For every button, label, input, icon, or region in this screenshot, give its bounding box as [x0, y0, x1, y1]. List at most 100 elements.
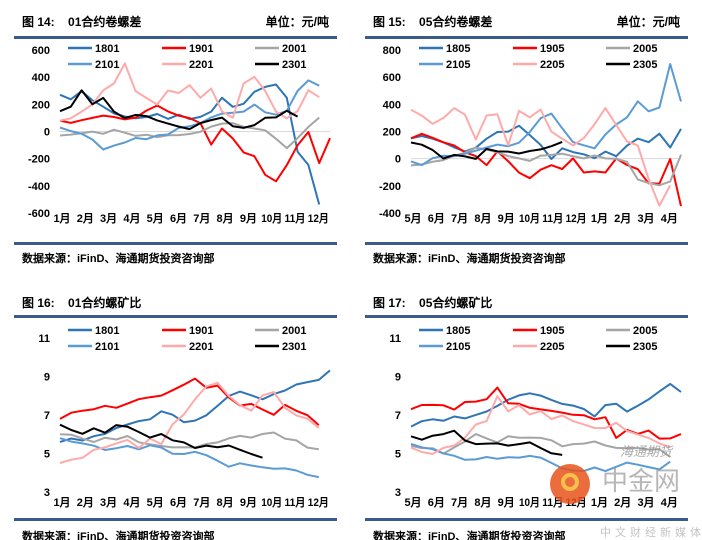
legend-label: 2201 [189, 59, 213, 71]
chart-panel-15: 图 15: 05合约卷螺差 单位：元/吨 数据来源：iFinD、海通期货投资咨询部 8… [351, 0, 702, 270]
series-line-2101 [59, 437, 319, 479]
source-note: 数据来源：iFinD、海通期货投资咨询部 [373, 531, 566, 540]
y-tick-label: 3 [44, 487, 50, 499]
x-tick-label: 9月 [498, 496, 515, 509]
x-tick-label: 7月 [193, 496, 210, 509]
series-line-1805 [410, 124, 682, 160]
x-tick-label: 1月 [53, 212, 70, 225]
y-tick-label: 0 [44, 127, 50, 139]
x-tick-label: 9月 [240, 496, 257, 509]
x-tick-label: 5月 [147, 496, 164, 509]
y-tick-label: 400 [383, 99, 401, 111]
legend-label: 2305 [633, 59, 657, 71]
legend-label: 1905 [540, 325, 564, 337]
x-tick-label: 1月 [591, 496, 608, 509]
y-tick-label: 600 [383, 72, 401, 84]
source-note: 数据来源：iFinD、海通期货投资咨询部 [22, 531, 215, 540]
x-tick-label: 10月 [519, 496, 540, 509]
legend-label: 2205 [540, 341, 564, 353]
series-line-1805 [410, 382, 682, 428]
x-tick-label: 11月 [285, 496, 306, 509]
x-tick-label: 12月 [566, 212, 587, 225]
legend-label: 2201 [189, 341, 213, 353]
x-tick-label: 3月 [100, 496, 117, 509]
legend-label: 2101 [95, 59, 119, 71]
chart-svg: 11 9 7 5 35月 6月 7月 8月 9月 10月 11月 12月 1月 2月 3月 4月 1805 190… [389, 325, 682, 509]
unit-label: 单位：元/吨 [265, 15, 329, 29]
x-tick-label: 7月 [451, 496, 468, 509]
series-line-1901 [59, 104, 331, 183]
x-tick-label: 3月 [637, 212, 654, 225]
x-tick-label: 12月 [566, 496, 587, 509]
legend-label: 2205 [540, 59, 564, 71]
y-tick-label: 800 [383, 45, 401, 57]
y-tick-label: 5 [44, 449, 50, 461]
y-tick-label: 11 [38, 333, 50, 345]
x-tick-label: 4月 [661, 496, 678, 509]
y-tick-label: 3 [395, 487, 401, 499]
x-tick-label: 7月 [193, 212, 210, 225]
x-tick-label: 9月 [498, 212, 515, 225]
x-tick-label: 4月 [123, 212, 140, 225]
y-tick-label: -200 [379, 181, 401, 193]
chart-title: 图 14: 01合约卷螺差 [22, 15, 142, 29]
legend-label: 1801 [95, 43, 119, 55]
x-tick-label: 11月 [285, 212, 306, 225]
series-line-2005 [410, 433, 671, 458]
x-tick-label: 2月 [77, 496, 94, 509]
y-tick-label: 400 [32, 72, 50, 84]
x-tick-label: 11月 [542, 212, 563, 225]
chart-title: 图 17: 05合约螺矿比 [373, 296, 493, 310]
series-line-2001 [59, 431, 319, 451]
x-tick-label: 6月 [428, 212, 445, 225]
chart-panel-17: 图 17: 05合约螺矿比 数据来源：iFinD、海通期货投资咨询部 11 9 7 5 3 5… [351, 270, 702, 540]
legend-label: 2005 [633, 43, 657, 55]
x-tick-label: 10月 [519, 212, 540, 225]
legend-label: 2005 [633, 325, 657, 337]
x-tick-label: 10月 [261, 496, 282, 509]
x-tick-label: 8月 [474, 496, 491, 509]
x-tick-label: 8月 [217, 212, 234, 225]
divider [14, 315, 337, 318]
chart-svg: 11 9 7 5 31月 2月 3月 4月 5月 6月 7月 8月 9月 10月 11月 12月 1801 190… [38, 325, 331, 509]
x-tick-label: 10月 [261, 212, 282, 225]
series-line-2305 [410, 140, 563, 160]
series-line-2001 [59, 116, 320, 150]
series-line-2205 [410, 395, 671, 455]
x-tick-label: 11月 [542, 496, 563, 509]
x-tick-label: 2月 [614, 496, 631, 509]
x-tick-label: 4月 [123, 496, 140, 509]
y-tick-label: 200 [383, 127, 401, 139]
x-tick-label: 2月 [77, 212, 94, 225]
x-tick-label: 6月 [428, 496, 445, 509]
series-line-2105 [410, 63, 682, 167]
series-line-1801 [59, 369, 331, 443]
chart-panel-14: 图 14: 01合约卷螺差 单位：元/吨数据来源：iFinD、海通期货投资咨询部 6… [0, 0, 351, 270]
x-tick-label: 5月 [404, 212, 421, 225]
x-tick-label: 5月 [147, 212, 164, 225]
source-note: 数据来源：iFinD、海通期货投资咨询部 [22, 253, 215, 265]
x-tick-label: 6月 [170, 212, 187, 225]
y-tick-label: -200 [28, 154, 50, 166]
chart-svg: 600 400 200 0 -200 -400 -600 1月 2月 3月 4月 5月 6月 7月 8月 9月… [28, 43, 331, 225]
divider [14, 36, 337, 39]
chart-svg: 800 600 400 200 0 -200 -400 5月 6月 7月 8月 9月 10月 11月 12月… [379, 43, 682, 225]
legend-label: 1901 [189, 325, 213, 337]
divider [365, 36, 688, 39]
y-tick-label: 5 [395, 449, 401, 461]
series-line-2205 [410, 107, 672, 207]
series-line-2201 [59, 381, 320, 464]
x-tick-label: 8月 [217, 496, 234, 509]
y-tick-label: 7 [44, 410, 50, 422]
y-tick-label: -400 [28, 181, 50, 193]
legend-label: 2305 [633, 341, 657, 353]
x-tick-label: 3月 [100, 212, 117, 225]
unit-label: 单位：元/吨 [616, 15, 680, 29]
series-line-1901 [59, 377, 320, 426]
y-tick-label: -400 [379, 208, 401, 220]
legend-label: 2105 [446, 341, 470, 353]
chart-title: 图 15: 05合约卷螺差 [373, 15, 493, 29]
x-tick-label: 12月 [308, 496, 329, 509]
x-tick-label: 8月 [474, 212, 491, 225]
y-tick-label: 0 [395, 154, 401, 166]
